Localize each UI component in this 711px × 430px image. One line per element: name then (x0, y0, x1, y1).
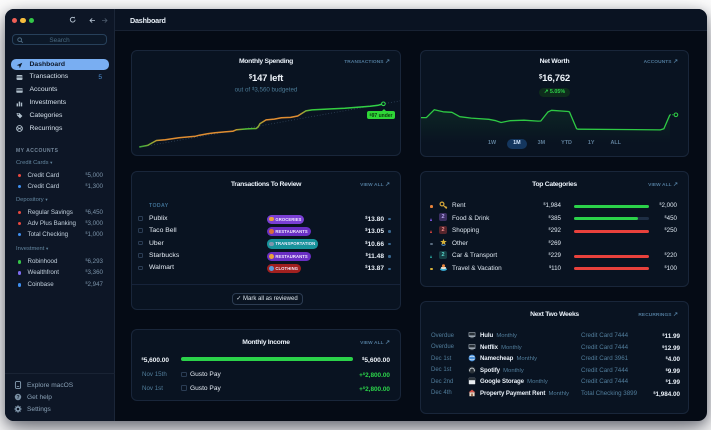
svg-text:?: ? (16, 395, 19, 401)
